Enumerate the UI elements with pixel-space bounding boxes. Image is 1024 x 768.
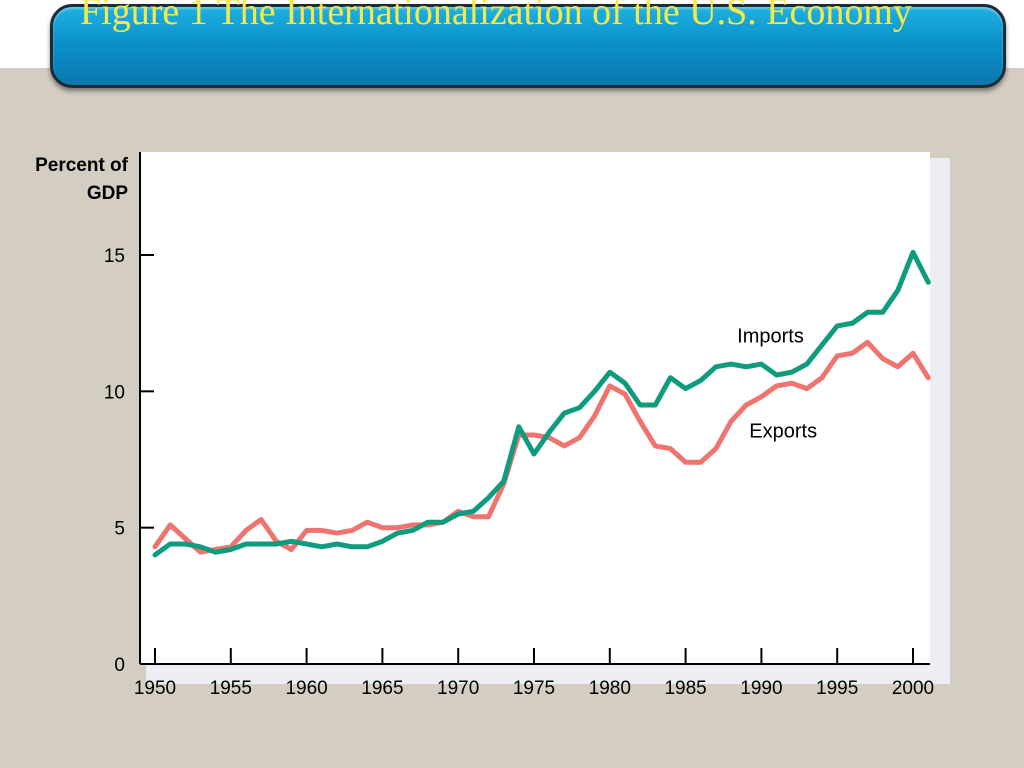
x-tick-label-2000: 2000: [892, 678, 934, 699]
x-tick-label-1985: 1985: [664, 678, 706, 699]
slide-title: Figure 1 The Internationalization of the…: [80, 0, 912, 33]
x-tick-label-1995: 1995: [816, 678, 858, 699]
y-tick-label-15: 15: [104, 246, 125, 267]
x-tick-label-1950: 1950: [134, 678, 176, 699]
series-label-exports: Exports: [749, 421, 817, 443]
x-tick-label-1965: 1965: [361, 678, 403, 699]
y-axis-label: Percent of GDP: [35, 155, 128, 204]
x-tick-label-1975: 1975: [513, 678, 555, 699]
plot-area: [140, 152, 930, 664]
y-tick-label-5: 5: [114, 519, 125, 540]
x-tick-label-1955: 1955: [210, 678, 252, 699]
x-tick-label-1980: 1980: [589, 678, 631, 699]
x-tick-label-1960: 1960: [285, 678, 327, 699]
x-tick-label-1990: 1990: [740, 678, 782, 699]
series-label-imports: Imports: [737, 325, 804, 347]
y-tick-label-10: 10: [104, 382, 125, 403]
x-tick-label-1970: 1970: [437, 678, 479, 699]
y-tick-label-0: 0: [114, 655, 125, 676]
series-line-exports: [152, 339, 931, 555]
series-line-imports: [152, 249, 931, 558]
title-bar: [50, 4, 1006, 88]
